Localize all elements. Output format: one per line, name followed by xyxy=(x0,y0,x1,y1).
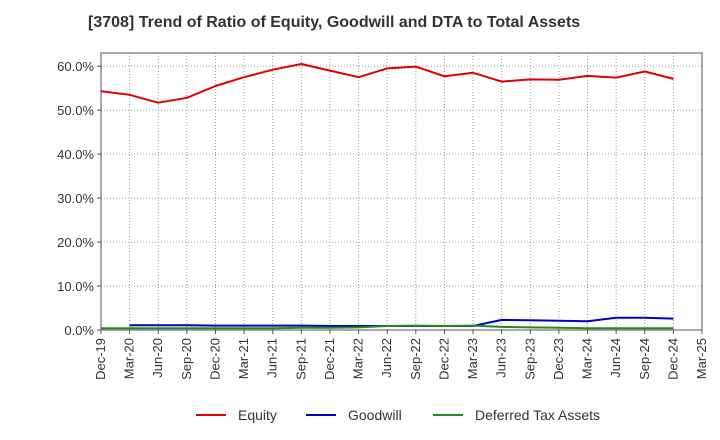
y-tick-label: 20.0% xyxy=(57,235,94,250)
x-tick-label: Mar-24 xyxy=(580,338,595,379)
x-tick-label: Sep-23 xyxy=(522,338,537,380)
x-tick-label: Dec-23 xyxy=(551,338,566,380)
y-tick-label: 0.0% xyxy=(64,323,94,338)
y-tick-label: 40.0% xyxy=(57,147,94,162)
series-line-equity xyxy=(100,63,674,104)
y-tick-label: 50.0% xyxy=(57,103,94,118)
x-tick-label: Jun-22 xyxy=(379,338,394,378)
series-line-deferred-tax-assets xyxy=(101,324,674,330)
x-tick-label: Sep-20 xyxy=(179,338,194,380)
x-tick-label: Jun-23 xyxy=(494,338,509,378)
x-tick-label: Sep-21 xyxy=(293,338,308,380)
legend-label-equity: Equity xyxy=(238,407,277,423)
x-tick-label: Dec-22 xyxy=(436,338,451,380)
x-tick-label: Jun-20 xyxy=(150,338,165,378)
y-tick-label: 10.0% xyxy=(57,279,94,294)
legend-label-deferred-tax-assets: Deferred Tax Assets xyxy=(475,407,600,423)
x-tick-label: Mar-23 xyxy=(465,338,480,379)
x-tick-label: Jun-24 xyxy=(608,338,623,378)
x-tick-label: Mar-21 xyxy=(236,338,251,379)
plot-area xyxy=(101,53,702,330)
x-tick-label: Dec-20 xyxy=(207,338,222,380)
x-tick-label: Sep-24 xyxy=(637,338,652,380)
x-tick-label: Mar-20 xyxy=(122,338,137,379)
x-tick-label: Mar-22 xyxy=(351,338,366,379)
x-tick-label: Dec-19 xyxy=(93,338,108,380)
x-tick-label: Mar-25 xyxy=(694,338,709,379)
y-tick-label: 30.0% xyxy=(57,191,94,206)
x-tick-label: Jun-21 xyxy=(265,338,280,378)
y-tick-label: 60.0% xyxy=(57,59,94,74)
x-tick-label: Dec-24 xyxy=(665,338,680,380)
plot-frame xyxy=(100,52,703,331)
x-tick-label: Dec-21 xyxy=(322,338,337,380)
x-tick-label: Sep-22 xyxy=(408,338,423,380)
legend-label-goodwill: Goodwill xyxy=(348,407,402,423)
chart-title: [3708] Trend of Ratio of Equity, Goodwil… xyxy=(88,14,581,31)
